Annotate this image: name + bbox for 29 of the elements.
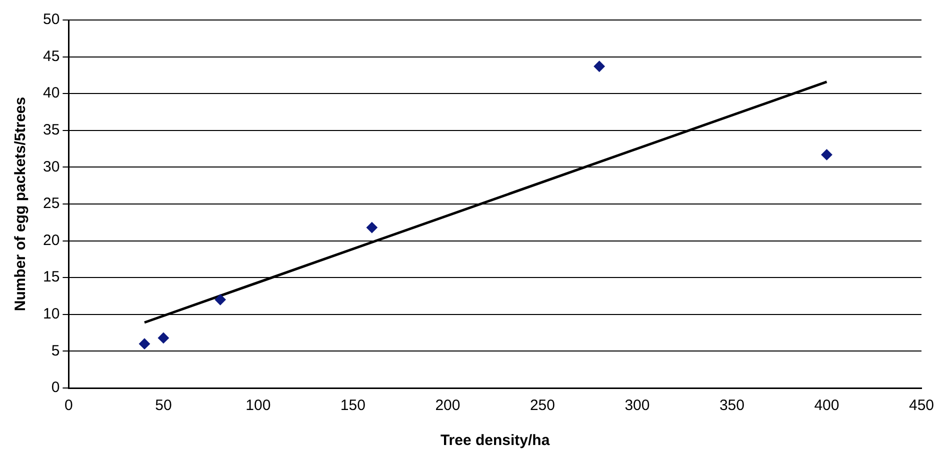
y-tick-label: 30	[42, 158, 60, 176]
x-tick-label: 350	[719, 397, 744, 414]
y-tick-label: 0	[51, 379, 60, 396]
y-tick-label: 10	[42, 306, 60, 323]
y-tick-label: 45	[42, 48, 60, 65]
y-tick-label: 5	[51, 342, 60, 360]
x-axis-title: Tree density/ha	[440, 432, 550, 450]
x-tick-label: 300	[624, 397, 650, 414]
x-tick-label: 200	[435, 397, 460, 414]
x-tick-label: 150	[340, 397, 366, 414]
y-tick-label: 35	[42, 122, 60, 139]
point	[138, 338, 150, 350]
y-tick-label: 15	[42, 268, 60, 286]
point	[366, 222, 378, 234]
x-tick-label: 250	[530, 397, 555, 414]
y-tick-label: 20	[42, 232, 60, 249]
y-tick-label: 40	[42, 84, 60, 102]
point	[214, 294, 226, 306]
point	[158, 332, 169, 344]
y-tick-label: 50	[42, 11, 60, 28]
y-tick-label: 25	[42, 195, 60, 212]
x-tick-label: 100	[246, 397, 271, 414]
point	[821, 149, 832, 160]
x-tick-label: 50	[155, 397, 172, 414]
x-tick-label: 450	[908, 397, 934, 414]
point	[594, 60, 605, 72]
x-tick-label: 400	[814, 397, 840, 414]
y-axis-title: Number of egg packets/5trees	[12, 96, 30, 312]
x-tick-label: 0	[64, 397, 73, 414]
